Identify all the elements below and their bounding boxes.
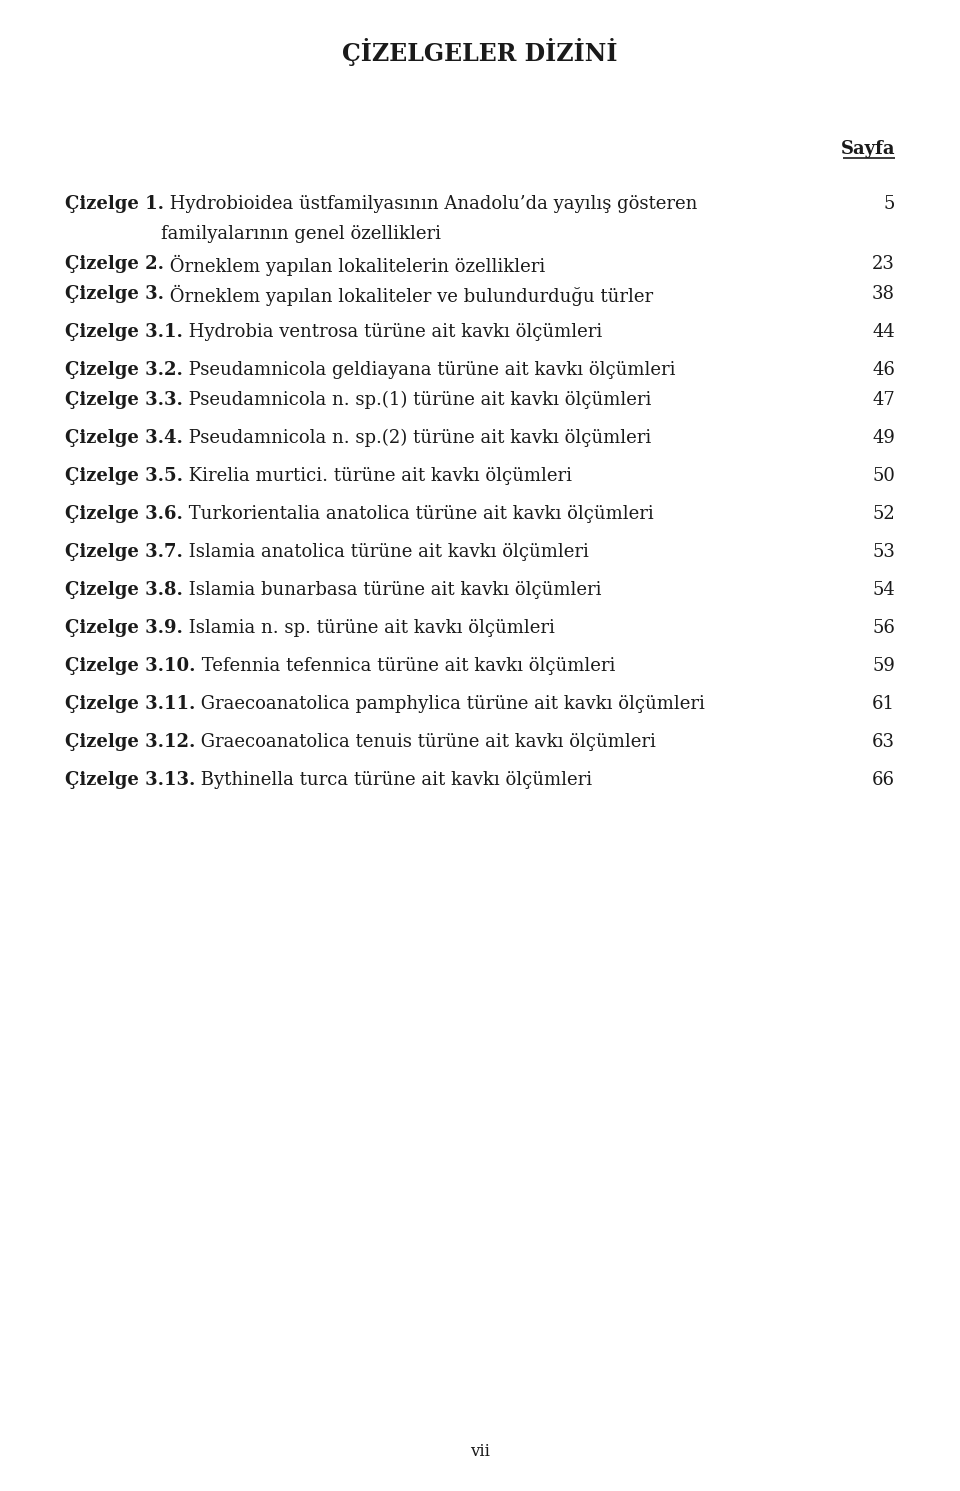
Text: 50: 50 (872, 467, 895, 485)
Text: Çizelge 3.9.: Çizelge 3.9. (65, 619, 182, 637)
Text: Pseudamnicola n. sp.(2) türüne ait kavkı ölçümleri: Pseudamnicola n. sp.(2) türüne ait kavkı… (182, 429, 651, 447)
Text: Bythinella turca türüne ait kavkı ölçümleri: Bythinella turca türüne ait kavkı ölçüml… (196, 771, 592, 789)
Text: Çizelge 3.8.: Çizelge 3.8. (65, 581, 182, 599)
Text: Islamia n. sp. türüne ait kavkı ölçümleri: Islamia n. sp. türüne ait kavkı ölçümler… (182, 619, 555, 637)
Text: 53: 53 (872, 543, 895, 561)
Text: 61: 61 (872, 695, 895, 713)
Text: familyalarının genel özellikleri: familyalarının genel özellikleri (115, 225, 441, 243)
Text: 5: 5 (883, 195, 895, 213)
Text: Çizelge 3.2.: Çizelge 3.2. (65, 361, 182, 379)
Text: Çizelge 3.: Çizelge 3. (65, 285, 164, 303)
Text: Çizelge 3.1.: Çizelge 3.1. (65, 324, 182, 341)
Text: 38: 38 (872, 285, 895, 303)
Text: Çizelge 2.: Çizelge 2. (65, 255, 164, 273)
Text: 23: 23 (872, 255, 895, 273)
Text: 44: 44 (873, 324, 895, 341)
Text: ÇİZELGELER DİZİNİ: ÇİZELGELER DİZİNİ (343, 37, 617, 66)
Text: 46: 46 (872, 361, 895, 379)
Text: Pseudamnicola geldiayana türüne ait kavkı ölçümleri: Pseudamnicola geldiayana türüne ait kavk… (182, 361, 676, 379)
Text: vii: vii (470, 1443, 490, 1460)
Text: 54: 54 (873, 581, 895, 599)
Text: Çizelge 3.13.: Çizelge 3.13. (65, 771, 196, 789)
Text: Çizelge 3.3.: Çizelge 3.3. (65, 391, 182, 409)
Text: 59: 59 (872, 658, 895, 675)
Text: Çizelge 3.10.: Çizelge 3.10. (65, 658, 196, 675)
Text: 63: 63 (872, 734, 895, 751)
Text: Graecoanatolica tenuis türüne ait kavkı ölçümleri: Graecoanatolica tenuis türüne ait kavkı … (196, 734, 657, 751)
Text: Kirelia murtici. türüne ait kavkı ölçümleri: Kirelia murtici. türüne ait kavkı ölçüml… (183, 467, 572, 485)
Text: Örneklem yapılan lokalitelerin özellikleri: Örneklem yapılan lokalitelerin özellikle… (164, 255, 545, 276)
Text: 47: 47 (873, 391, 895, 409)
Text: 52: 52 (873, 505, 895, 523)
Text: Pseudamnicola n. sp.(1) türüne ait kavkı ölçümleri: Pseudamnicola n. sp.(1) türüne ait kavkı… (182, 391, 651, 409)
Text: Islamia anatolica türüne ait kavkı ölçümleri: Islamia anatolica türüne ait kavkı ölçüm… (182, 543, 588, 561)
Text: Çizelge 1.: Çizelge 1. (65, 195, 164, 213)
Text: Sayfa: Sayfa (841, 140, 895, 158)
Text: Hydrobia ventrosa türüne ait kavkı ölçümleri: Hydrobia ventrosa türüne ait kavkı ölçüm… (182, 324, 602, 341)
Text: Çizelge 3.12.: Çizelge 3.12. (65, 734, 196, 751)
Text: Çizelge 3.6.: Çizelge 3.6. (65, 505, 182, 523)
Text: Hydrobioidea üstfamilyasının Anadolu’da yayılış gösteren: Hydrobioidea üstfamilyasının Anadolu’da … (164, 195, 697, 213)
Text: 66: 66 (872, 771, 895, 789)
Text: 49: 49 (872, 429, 895, 447)
Text: Çizelge 3.11.: Çizelge 3.11. (65, 695, 196, 713)
Text: Çizelge 3.7.: Çizelge 3.7. (65, 543, 182, 561)
Text: 56: 56 (872, 619, 895, 637)
Text: Örneklem yapılan lokaliteler ve bulundurduğu türler: Örneklem yapılan lokaliteler ve bulundur… (164, 285, 653, 306)
Text: Turkorientalia anatolica türüne ait kavkı ölçümleri: Turkorientalia anatolica türüne ait kavk… (182, 505, 654, 523)
Text: Graecoanatolica pamphylica türüne ait kavkı ölçümleri: Graecoanatolica pamphylica türüne ait ka… (196, 695, 706, 713)
Text: Çizelge 3.5.: Çizelge 3.5. (65, 467, 183, 485)
Text: Çizelge 3.4.: Çizelge 3.4. (65, 429, 182, 447)
Text: Islamia bunarbasa türüne ait kavkı ölçümleri: Islamia bunarbasa türüne ait kavkı ölçüm… (182, 581, 601, 599)
Text: Tefennia tefennica türüne ait kavkı ölçümleri: Tefennia tefennica türüne ait kavkı ölçü… (196, 658, 614, 675)
